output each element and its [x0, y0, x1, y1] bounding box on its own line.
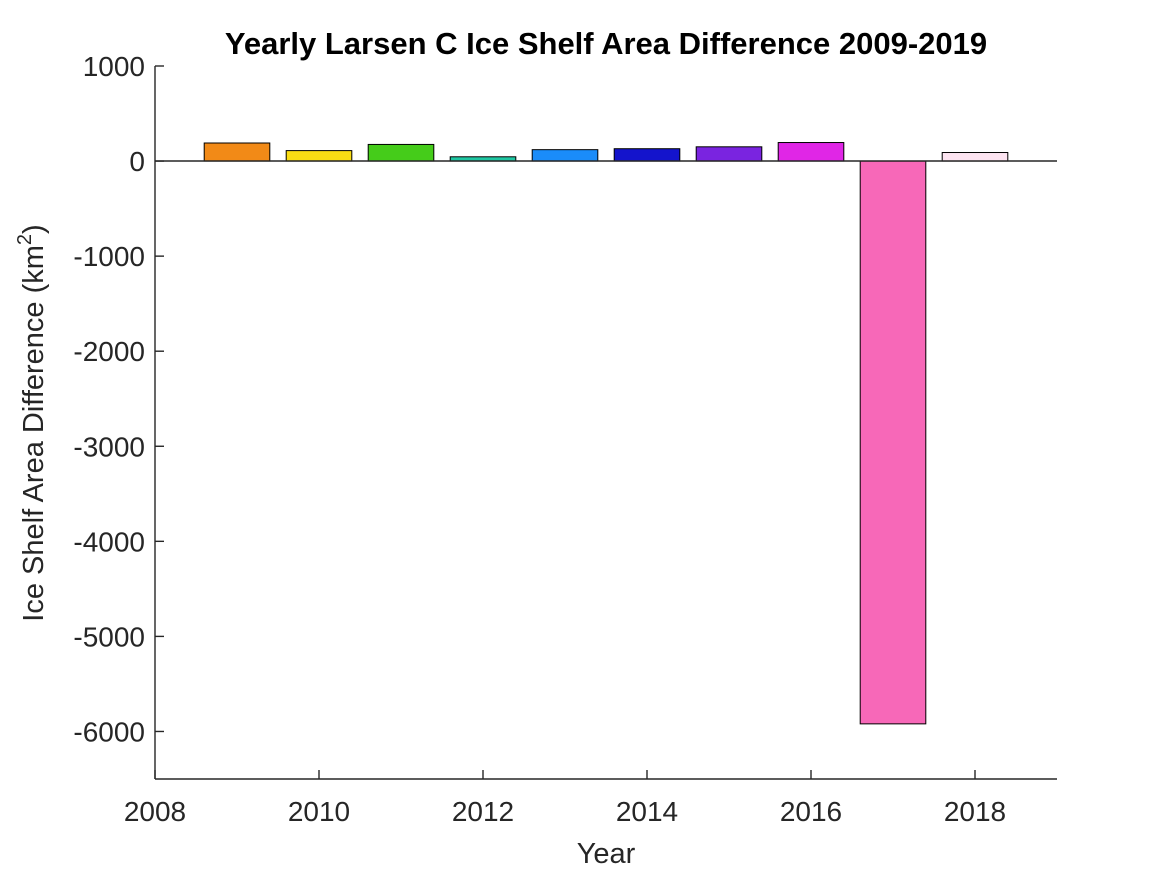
y-tick-label: -4000 — [73, 526, 145, 557]
x-tick-label: 2008 — [124, 796, 186, 827]
x-axis-label: Year — [577, 838, 636, 870]
bar-2014 — [613, 148, 681, 162]
axes — [154, 66, 1057, 780]
bar-2011 — [367, 143, 435, 162]
bar-2018 — [941, 152, 1009, 162]
x-tick-label: 2018 — [944, 796, 1006, 827]
y-tick-label: -2000 — [73, 336, 145, 367]
x-tick-label: 2010 — [288, 796, 350, 827]
bar-2017 — [859, 160, 927, 725]
x-tick-label: 2014 — [616, 796, 678, 827]
y-tick-label: 1000 — [83, 51, 145, 82]
y-tick-label: -6000 — [73, 716, 145, 747]
x-tick-label: 2012 — [452, 796, 514, 827]
y-axis-label-superscript: 2 — [14, 234, 36, 245]
chart-title: Yearly Larsen C Ice Shelf Area Differenc… — [225, 26, 987, 61]
bars-layer — [203, 142, 1009, 725]
y-axis-label-main: Ice Shelf Area Difference (km — [18, 245, 50, 622]
bar-2015 — [695, 146, 763, 162]
y-axis-label: Ice Shelf Area Difference (km2) — [14, 224, 50, 621]
ticks-layer: 1000 0 -1000 -2000 -3000 -4000 -5000 -6000 2008 2… — [73, 51, 1006, 827]
bar-2013 — [531, 149, 599, 162]
bar-2016 — [777, 142, 845, 162]
y-axis-label-close: ) — [18, 224, 50, 234]
bar-2010 — [285, 150, 353, 162]
y-tick-label: 0 — [129, 146, 145, 177]
x-tick-label: 2016 — [780, 796, 842, 827]
bar-2009 — [203, 142, 271, 162]
y-tick-label: -3000 — [73, 431, 145, 462]
y-tick-label: -5000 — [73, 621, 145, 652]
y-tick-label: -1000 — [73, 241, 145, 272]
